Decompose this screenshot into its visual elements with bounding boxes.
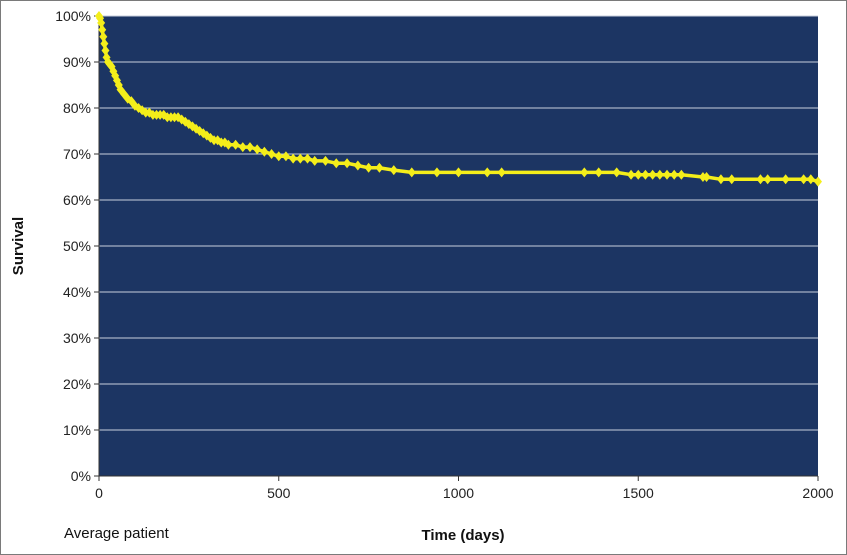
data-point: [634, 169, 643, 180]
gridlines: [99, 15, 818, 431]
data-point: [580, 167, 589, 178]
y-tick-label: 10%: [63, 422, 91, 438]
axes: 0% 10% 20% 30% 40% 50% 60% 70% 80% 90% 100% 0 500 100…: [55, 8, 834, 501]
y-tick-label: 50%: [63, 238, 91, 254]
data-point: [407, 167, 416, 178]
y-tick-label: 20%: [63, 376, 91, 392]
y-tick-label: 90%: [63, 54, 91, 70]
data-point: [648, 169, 657, 180]
data-point: [99, 31, 108, 42]
x-tick-label: 1000: [443, 485, 474, 501]
y-tick-label: 80%: [63, 100, 91, 116]
data-point: [224, 139, 233, 150]
data-point: [353, 160, 362, 171]
data-point: [781, 174, 790, 185]
data-point: [612, 167, 621, 178]
data-point: [253, 144, 262, 155]
x-tick-label: 1500: [623, 485, 654, 501]
data-point: [100, 38, 109, 49]
data-point: [483, 167, 492, 178]
y-tick-label: 100%: [55, 8, 91, 24]
data-point: [267, 149, 276, 159]
data-point: [702, 172, 711, 182]
y-tick-label: 70%: [63, 146, 91, 162]
series-survival: [95, 11, 822, 187]
x-axis-title: Time (days): [421, 527, 504, 544]
data-point: [497, 167, 506, 178]
data-point: [184, 119, 193, 130]
y-tick-label: 60%: [63, 192, 91, 208]
data-point: [310, 155, 319, 166]
data-point: [677, 169, 686, 180]
data-point: [281, 151, 290, 162]
data-point: [98, 24, 107, 35]
data-point: [231, 139, 240, 150]
data-point: [245, 142, 254, 153]
data-point: [670, 169, 679, 180]
y-axis-title: Survival: [10, 217, 27, 275]
data-point: [375, 162, 384, 173]
data-point: [627, 169, 636, 180]
data-point: [296, 153, 305, 164]
data-point: [663, 169, 672, 180]
data-point: [641, 169, 650, 180]
data-point: [432, 167, 441, 178]
data-point: [101, 45, 110, 56]
data-point: [321, 155, 330, 166]
data-point: [756, 174, 765, 185]
data-point: [799, 174, 808, 185]
data-point: [454, 167, 463, 178]
y-tick-label: 0%: [71, 468, 91, 484]
data-point: [303, 153, 312, 164]
y-tick-label: 40%: [63, 284, 91, 300]
data-point: [727, 174, 736, 185]
data-point: [716, 174, 725, 185]
data-point: [289, 153, 298, 164]
data-point: [332, 158, 341, 169]
data-point: [655, 169, 664, 180]
data-point: [389, 165, 398, 176]
y-tick-label: 30%: [63, 330, 91, 346]
data-point: [97, 17, 106, 28]
x-tick-label: 2000: [802, 485, 833, 501]
data-point: [814, 176, 822, 187]
data-point: [238, 142, 247, 153]
data-point: [364, 162, 373, 173]
data-point: [763, 174, 772, 185]
data-point: [274, 151, 283, 162]
x-tick-label: 0: [95, 485, 103, 501]
data-point: [260, 146, 269, 157]
x-tick-label: 500: [267, 485, 291, 501]
data-point: [343, 158, 352, 169]
data-point: [594, 167, 603, 178]
data-point: [806, 174, 815, 185]
annotation-text: Average patient: [64, 525, 170, 542]
